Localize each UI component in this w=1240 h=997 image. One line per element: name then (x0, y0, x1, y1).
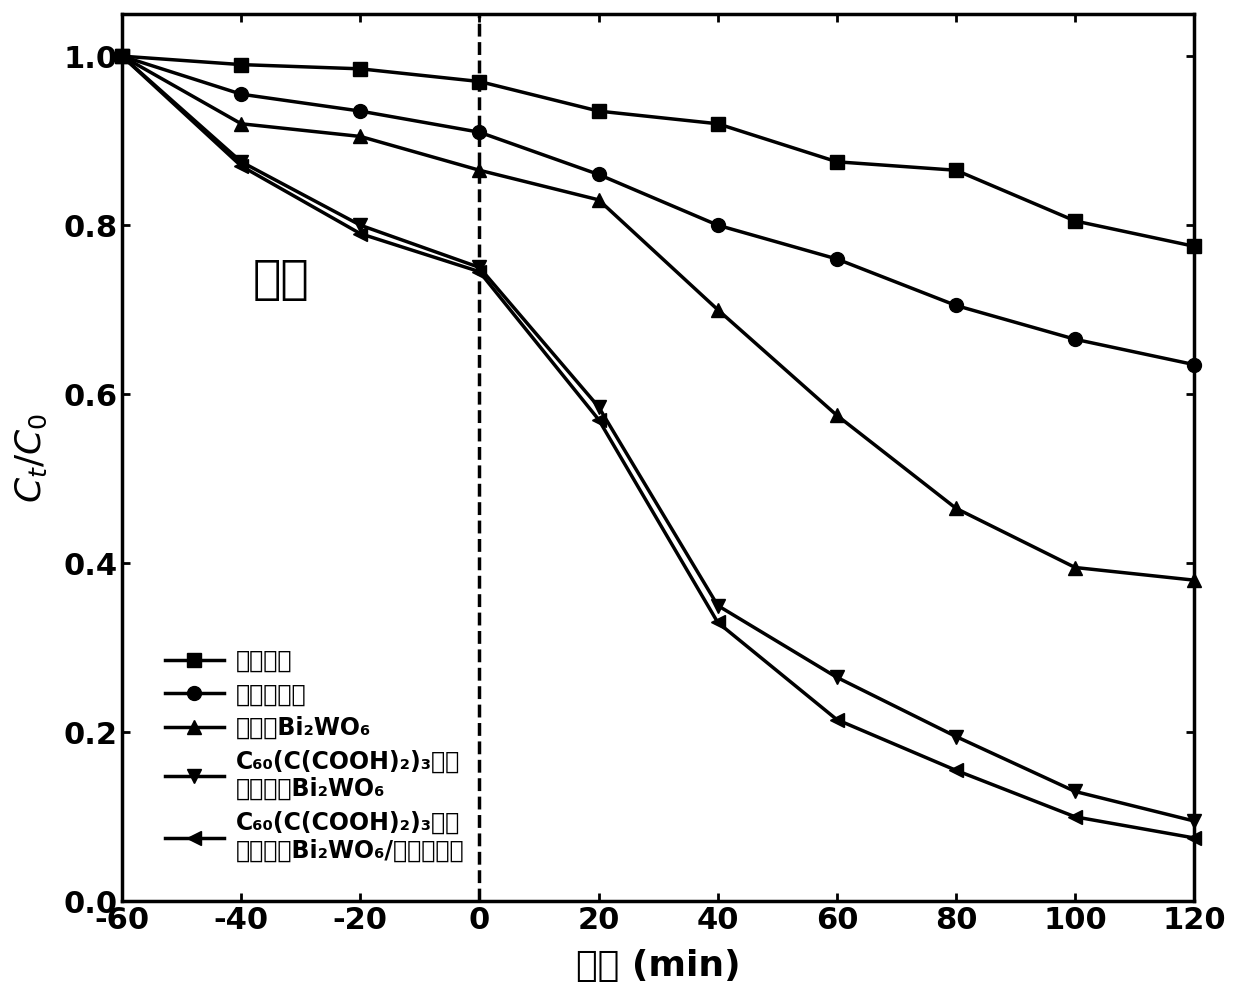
X-axis label: 时间 (min): 时间 (min) (575, 949, 740, 983)
Legend: 无催化剂, 超疏水碳膜, 颗粒状Bi₂WO₆, C₆₀(C(COOH)₂)₃修饰
的颗粒状Bi₂WO₆, C₆₀(C(COOH)₂)₃修饰
的颗粒状Bi₂WO₆: 无催化剂, 超疏水碳膜, 颗粒状Bi₂WO₆, C₆₀(C(COOH)₂)₃修饰… (155, 639, 474, 871)
Y-axis label: $C_t/C_0$: $C_t/C_0$ (14, 413, 50, 502)
Text: 黑暗: 黑暗 (253, 258, 310, 303)
